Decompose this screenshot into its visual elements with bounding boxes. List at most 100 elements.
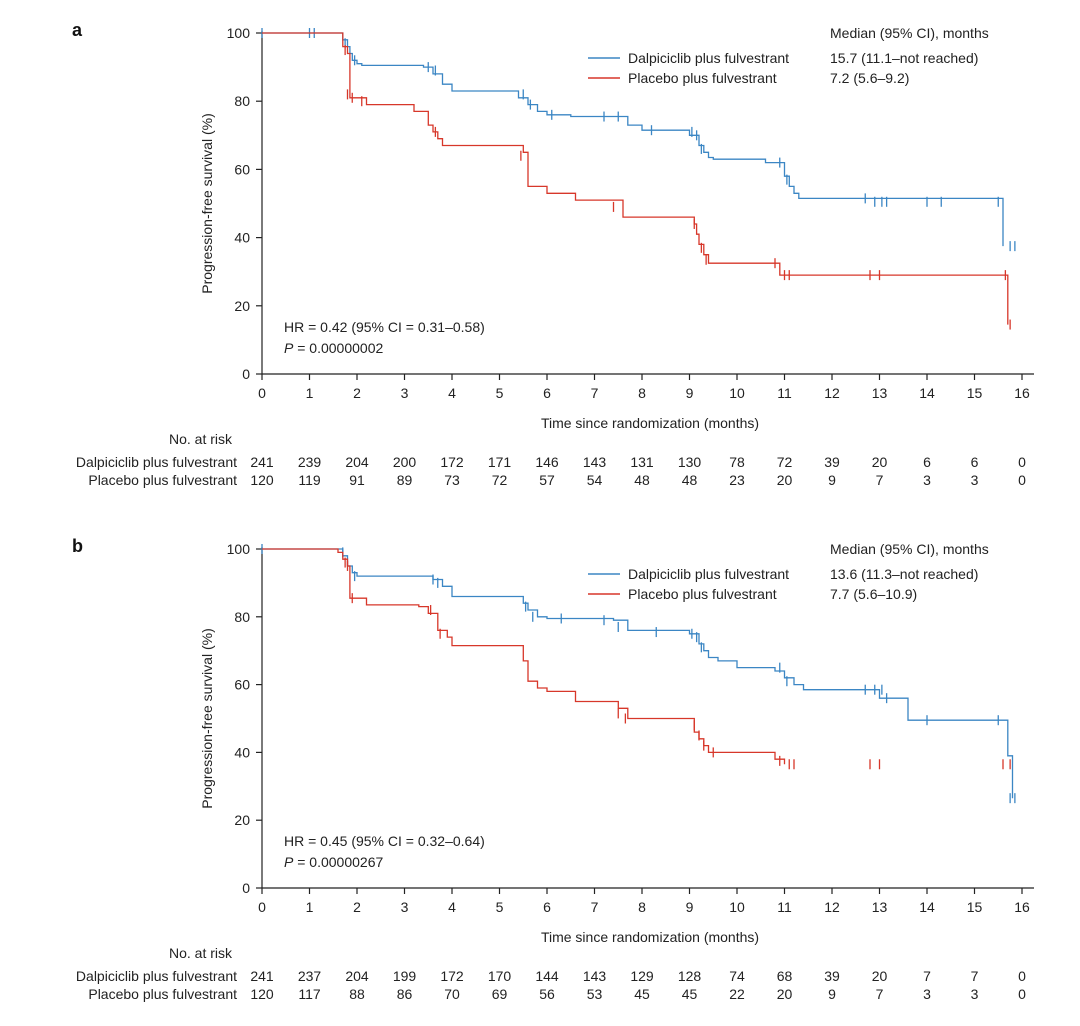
at-risk-value: 6 bbox=[971, 454, 979, 470]
at-risk-row-label: Dalpiciclib plus fulvestrant bbox=[76, 968, 237, 984]
x-tick-label: 0 bbox=[258, 385, 266, 401]
at-risk-value: 0 bbox=[1018, 986, 1026, 1002]
at-risk-header: No. at risk bbox=[169, 431, 233, 447]
x-tick-label: 10 bbox=[729, 385, 745, 401]
p-annotation: P = 0.00000002 bbox=[284, 340, 383, 356]
x-tick-label: 11 bbox=[777, 899, 792, 915]
placebo-curve bbox=[262, 548, 786, 765]
x-tick-label: 15 bbox=[967, 899, 983, 915]
at-risk-value: 241 bbox=[250, 968, 274, 984]
at-risk-value: 129 bbox=[630, 968, 654, 984]
at-risk-value: 0 bbox=[1018, 472, 1026, 488]
at-risk-value: 78 bbox=[729, 454, 745, 470]
at-risk-value: 120 bbox=[250, 472, 274, 488]
at-risk-value: 56 bbox=[539, 986, 555, 1002]
y-tick-label: 0 bbox=[242, 366, 250, 382]
at-risk-value: 20 bbox=[777, 986, 793, 1002]
at-risk-value: 45 bbox=[682, 986, 698, 1002]
legend-label: Placebo plus fulvestrant bbox=[628, 70, 777, 86]
y-tick-label: 80 bbox=[234, 609, 250, 625]
at-risk-value: 171 bbox=[488, 454, 512, 470]
at-risk-value: 130 bbox=[678, 454, 702, 470]
y-tick-label: 20 bbox=[234, 298, 250, 314]
x-axis-label: Time since randomization (months) bbox=[541, 929, 759, 945]
x-tick-label: 4 bbox=[448, 899, 456, 915]
dalpiciclib-curve bbox=[262, 32, 1004, 247]
at-risk-value: 88 bbox=[349, 986, 365, 1002]
at-risk-value: 239 bbox=[298, 454, 322, 470]
x-tick-label: 8 bbox=[638, 385, 646, 401]
at-risk-row-label: Dalpiciclib plus fulvestrant bbox=[76, 454, 237, 470]
x-tick-label: 9 bbox=[686, 385, 694, 401]
legend-title: Median (95% CI), months bbox=[830, 25, 989, 41]
at-risk-value: 204 bbox=[345, 454, 369, 470]
x-tick-label: 7 bbox=[591, 385, 599, 401]
y-tick-label: 40 bbox=[234, 744, 250, 760]
at-risk-value: 69 bbox=[492, 986, 508, 1002]
at-risk-value: 7 bbox=[876, 472, 884, 488]
x-tick-label: 5 bbox=[496, 899, 504, 915]
at-risk-value: 170 bbox=[488, 968, 512, 984]
x-tick-label: 13 bbox=[872, 899, 888, 915]
legend-median: 7.2 (5.6–9.2) bbox=[830, 70, 909, 86]
at-risk-value: 7 bbox=[971, 968, 979, 984]
at-risk-row-label: Placebo plus fulvestrant bbox=[88, 986, 237, 1002]
at-risk-value: 20 bbox=[872, 968, 888, 984]
panel-letter: a bbox=[72, 20, 83, 40]
at-risk-value: 22 bbox=[729, 986, 745, 1002]
at-risk-value: 7 bbox=[876, 986, 884, 1002]
at-risk-value: 39 bbox=[824, 968, 840, 984]
at-risk-value: 9 bbox=[828, 986, 836, 1002]
x-tick-label: 13 bbox=[872, 385, 888, 401]
at-risk-value: 172 bbox=[440, 454, 464, 470]
x-tick-label: 14 bbox=[919, 385, 935, 401]
y-tick-label: 60 bbox=[234, 161, 250, 177]
y-axis-label: Progression-free survival (%) bbox=[199, 113, 215, 294]
y-tick-label: 60 bbox=[234, 677, 250, 693]
at-risk-value: 200 bbox=[393, 454, 417, 470]
at-risk-value: 54 bbox=[587, 472, 603, 488]
at-risk-value: 53 bbox=[587, 986, 603, 1002]
at-risk-value: 57 bbox=[539, 472, 555, 488]
x-tick-label: 6 bbox=[543, 385, 551, 401]
at-risk-value: 146 bbox=[535, 454, 559, 470]
at-risk-value: 172 bbox=[440, 968, 464, 984]
x-tick-label: 15 bbox=[967, 385, 983, 401]
at-risk-row-label: Placebo plus fulvestrant bbox=[88, 472, 237, 488]
at-risk-value: 3 bbox=[923, 472, 931, 488]
at-risk-value: 199 bbox=[393, 968, 417, 984]
x-tick-label: 10 bbox=[729, 899, 745, 915]
legend-median: 7.7 (5.6–10.9) bbox=[830, 586, 917, 602]
legend-label: Dalpiciclib plus fulvestrant bbox=[628, 566, 789, 582]
at-risk-value: 45 bbox=[634, 986, 650, 1002]
legend-label: Placebo plus fulvestrant bbox=[628, 586, 777, 602]
at-risk-value: 9 bbox=[828, 472, 836, 488]
at-risk-value: 128 bbox=[678, 968, 702, 984]
x-tick-label: 5 bbox=[496, 385, 504, 401]
x-tick-label: 3 bbox=[401, 385, 409, 401]
hr-annotation: HR = 0.42 (95% CI = 0.31–0.58) bbox=[284, 319, 485, 335]
at-risk-value: 23 bbox=[729, 472, 745, 488]
at-risk-value: 0 bbox=[1018, 454, 1026, 470]
x-tick-label: 3 bbox=[401, 899, 409, 915]
at-risk-value: 20 bbox=[777, 472, 793, 488]
at-risk-value: 7 bbox=[923, 968, 931, 984]
x-tick-label: 16 bbox=[1014, 899, 1030, 915]
y-tick-label: 100 bbox=[227, 25, 251, 41]
y-tick-label: 0 bbox=[242, 880, 250, 896]
at-risk-value: 73 bbox=[444, 472, 460, 488]
at-risk-value: 237 bbox=[298, 968, 322, 984]
x-tick-label: 0 bbox=[258, 899, 266, 915]
at-risk-value: 3 bbox=[923, 986, 931, 1002]
x-tick-label: 6 bbox=[543, 899, 551, 915]
at-risk-value: 72 bbox=[492, 472, 508, 488]
at-risk-value: 0 bbox=[1018, 968, 1026, 984]
y-tick-label: 40 bbox=[234, 230, 250, 246]
at-risk-value: 91 bbox=[349, 472, 365, 488]
y-axis-label: Progression-free survival (%) bbox=[199, 628, 215, 809]
at-risk-value: 117 bbox=[298, 986, 321, 1002]
at-risk-value: 86 bbox=[397, 986, 413, 1002]
